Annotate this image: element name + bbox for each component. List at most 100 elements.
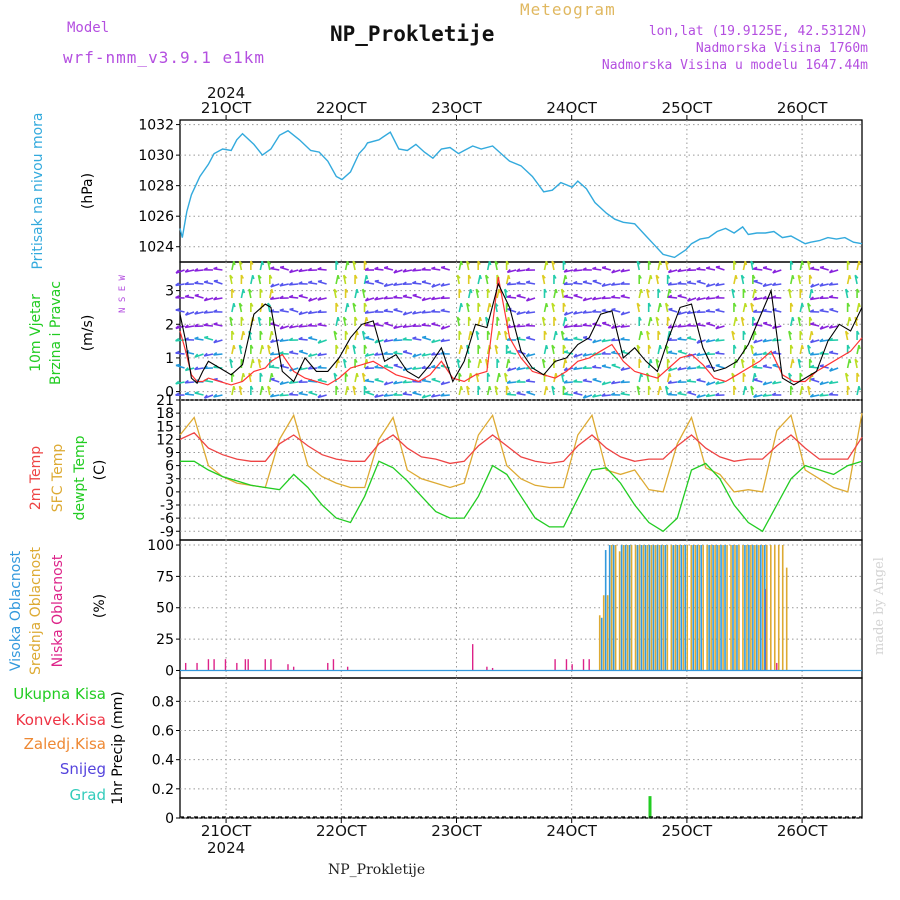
wind-vector-head: [354, 316, 358, 321]
wind-vector-head: [364, 352, 369, 357]
wind-vector-head: [354, 274, 358, 279]
wind-vector-head: [229, 358, 234, 363]
wind-vector-head: [620, 294, 625, 298]
wind-vector-head: [647, 302, 652, 307]
wind-vector-head: [194, 323, 199, 328]
wind-vector-head: [364, 267, 369, 271]
wind-vector-head: [344, 330, 349, 335]
wind-vector-head: [440, 392, 445, 397]
wind-vector-head: [307, 310, 312, 315]
wind-vector-head: [560, 330, 565, 335]
wind-vector-head: [846, 385, 851, 390]
wind-vector-head: [646, 330, 651, 335]
wind-vector-head: [562, 344, 567, 349]
wind-ylabel-1: 10m Vjetar: [28, 294, 44, 372]
wind-vector-head: [507, 316, 511, 322]
wind-vector-head: [762, 364, 768, 368]
panel-frame-3: [179, 539, 863, 679]
wind-vector-head: [203, 310, 208, 314]
wind-vector-head: [667, 380, 672, 384]
wind-vector-head: [525, 352, 530, 357]
wind-vector-head: [545, 302, 549, 308]
wind-vector-head: [819, 381, 824, 386]
wind-vector-head: [582, 352, 587, 357]
wind-vector-head: [611, 363, 616, 366]
wind-vector-head: [620, 366, 625, 371]
wind-vector-head: [848, 274, 852, 280]
wind-vector-head: [788, 372, 793, 377]
wind-vector-head: [809, 358, 813, 363]
wind-vector-head: [801, 385, 805, 391]
wind-vector-head: [475, 330, 480, 335]
wind-vector-head: [288, 281, 294, 286]
wind-vector-head: [393, 392, 398, 396]
wind-vector-head: [475, 288, 480, 293]
wind-vector-head: [573, 391, 578, 394]
wind-vector-head: [583, 335, 588, 339]
wind-vector-head: [279, 265, 285, 269]
wind-vector-head: [715, 282, 720, 287]
wind-vector-head: [667, 269, 672, 274]
wind-vector-head: [469, 330, 473, 336]
sfc-temp-ylabel: SFC Temp: [50, 444, 66, 513]
wind-vector-head: [506, 367, 511, 372]
bottom-date-label: 24OCT: [546, 822, 597, 840]
wind-vector-head: [229, 316, 234, 321]
wind-vector-head: [582, 365, 587, 370]
wind-vector-head: [591, 352, 597, 356]
wind-vector-head: [601, 364, 607, 367]
wind-vector-head: [620, 336, 625, 341]
y-tick-label: 0: [165, 663, 174, 679]
wind-vector-head: [317, 352, 322, 357]
wind-vector-head: [479, 358, 482, 364]
bottom-date-label: 23OCT: [431, 822, 482, 840]
wind-vector-head: [828, 380, 833, 385]
wind-vector-head: [771, 282, 777, 286]
wind-vector-head: [430, 309, 436, 313]
wind-vector-head: [731, 288, 736, 293]
wind-vector-head: [810, 283, 814, 288]
wind-vector-head: [298, 281, 303, 285]
wind-vector-head: [184, 391, 190, 395]
wind-vector-head: [365, 335, 370, 339]
wind-vector-head: [733, 260, 737, 265]
wind-vector-head: [668, 367, 672, 372]
wind-vector-head: [620, 391, 625, 395]
y-tick-label: 21: [156, 393, 174, 409]
y-tick-label: 1: [165, 351, 174, 367]
wind-vector-head: [582, 280, 588, 283]
y-tick-label: -3: [160, 498, 174, 514]
wind-vector-head: [564, 316, 568, 322]
wind-vector-head: [333, 288, 338, 293]
pressure-line: [179, 129, 863, 259]
wind-vector-head: [288, 269, 293, 274]
wind-vector-head: [392, 337, 398, 342]
wind-vector-head: [828, 350, 834, 354]
wind-vector-head: [343, 358, 347, 363]
wind-vector-head: [213, 322, 218, 325]
wind-vector-head: [845, 372, 849, 377]
wind-vector-head: [269, 316, 273, 321]
wind-vector-head: [402, 294, 408, 298]
wind-vector-head: [238, 260, 243, 265]
wind-vector-head: [374, 352, 379, 356]
wind-vector-head: [383, 381, 388, 386]
wind-vector-head: [797, 274, 802, 279]
wind-vector-head: [175, 325, 180, 330]
wind-vector-head: [582, 322, 587, 326]
wind-vector-head: [797, 358, 802, 363]
wind-vector-head: [705, 296, 710, 300]
wind-vector-head: [807, 385, 812, 390]
wind-vector-head: [203, 352, 208, 357]
wind-vector-head: [715, 392, 720, 397]
wind-vector-head: [854, 274, 859, 279]
wind-vector-head: [601, 295, 606, 300]
wind-vector-head: [810, 266, 815, 270]
wind-vector-head: [362, 372, 366, 377]
wind-vector-head: [270, 330, 274, 336]
wind-vector-head: [810, 322, 815, 325]
wind-vector-head: [715, 380, 720, 385]
precip-legend-2: Zaledj.Kisa: [24, 735, 106, 753]
wind-vector-head: [477, 385, 481, 390]
